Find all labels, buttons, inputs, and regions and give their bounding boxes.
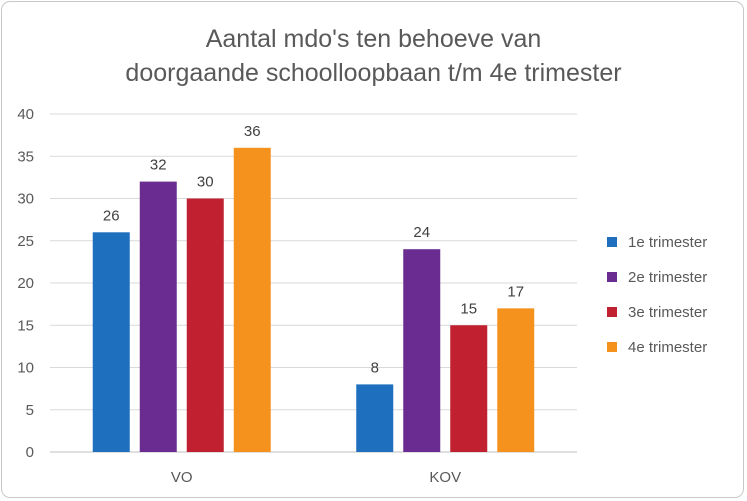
y-tick-label: 35 xyxy=(17,148,34,165)
bar xyxy=(450,325,488,452)
x-tick-label: KOV xyxy=(429,469,461,486)
y-tick-label: 5 xyxy=(26,402,34,419)
chart-title-line-1: Aantal mdo's ten behoeve van xyxy=(205,25,542,53)
data-label: 26 xyxy=(103,207,120,224)
bar xyxy=(356,384,394,452)
y-tick-label: 10 xyxy=(17,360,34,377)
chart-title-line-2: doorgaande schoolloopbaan t/m 4e trimest… xyxy=(125,59,622,87)
data-label: 15 xyxy=(460,300,477,317)
legend-swatch xyxy=(607,342,617,352)
y-tick-label: 25 xyxy=(17,233,34,250)
data-label: 8 xyxy=(371,359,379,376)
x-tick-label: VO xyxy=(171,469,193,486)
bar xyxy=(497,308,535,452)
y-tick-label: 40 xyxy=(17,106,34,123)
data-label: 17 xyxy=(507,283,524,300)
data-label: 32 xyxy=(150,157,167,174)
bar xyxy=(403,249,441,452)
legend-label: 1e trimester xyxy=(628,234,707,251)
y-tick-label: 30 xyxy=(17,191,34,208)
data-label: 24 xyxy=(413,224,430,241)
legend-swatch xyxy=(607,307,617,317)
y-tick-label: 0 xyxy=(26,444,34,461)
legend-swatch xyxy=(607,237,617,247)
bar xyxy=(139,181,177,452)
bar xyxy=(186,198,224,452)
data-label: 30 xyxy=(197,174,214,191)
legend-label: 4e trimester xyxy=(628,339,707,356)
y-tick-label: 15 xyxy=(17,317,34,334)
legend-label: 3e trimester xyxy=(628,304,707,321)
bar xyxy=(233,147,271,453)
legend-label: 2e trimester xyxy=(628,269,707,286)
legend-swatch xyxy=(607,272,617,282)
bar xyxy=(92,232,130,452)
data-label: 36 xyxy=(244,123,261,140)
y-tick-label: 20 xyxy=(17,275,34,292)
